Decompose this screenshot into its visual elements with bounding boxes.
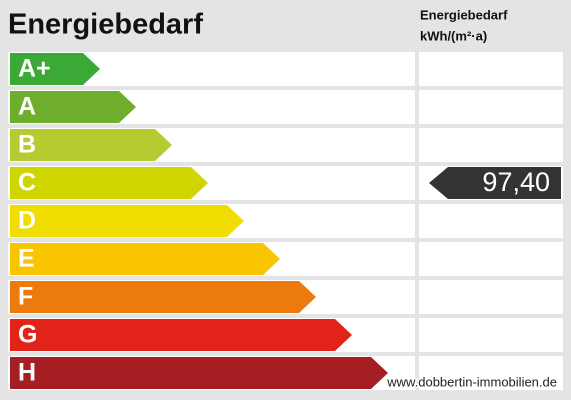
value-box xyxy=(419,90,563,124)
class-label: D xyxy=(18,207,36,235)
value-box xyxy=(419,356,563,390)
unit: kWh/(m²·a) xyxy=(420,28,487,43)
value-box xyxy=(419,280,563,314)
class-arrow xyxy=(10,281,316,313)
class-label: E xyxy=(18,245,35,273)
value-box xyxy=(419,318,563,352)
class-label: B xyxy=(18,131,36,159)
value-box xyxy=(419,128,563,162)
value-text: 97,40 xyxy=(482,167,550,197)
value-marker xyxy=(429,167,561,199)
class-arrow xyxy=(10,205,244,237)
class-arrow xyxy=(10,129,172,161)
class-arrow xyxy=(10,53,100,85)
class-label: C xyxy=(18,169,36,197)
value-box xyxy=(419,52,563,86)
unit-title: Energiebedarf xyxy=(420,7,508,22)
class-label: F xyxy=(18,283,33,311)
title: Energiebedarf xyxy=(8,9,203,41)
class-arrow xyxy=(10,357,388,389)
class-arrow xyxy=(10,167,208,199)
value-box xyxy=(419,242,563,276)
class-arrow xyxy=(10,319,352,351)
class-label: H xyxy=(18,359,36,387)
class-label: G xyxy=(18,321,37,349)
value-box xyxy=(419,204,563,238)
class-label: A xyxy=(18,93,36,121)
watermark: www.dobbertin-immobilien.de xyxy=(386,374,557,389)
class-arrow xyxy=(10,243,280,275)
class-arrow xyxy=(10,91,136,123)
class-label: A+ xyxy=(18,55,51,83)
